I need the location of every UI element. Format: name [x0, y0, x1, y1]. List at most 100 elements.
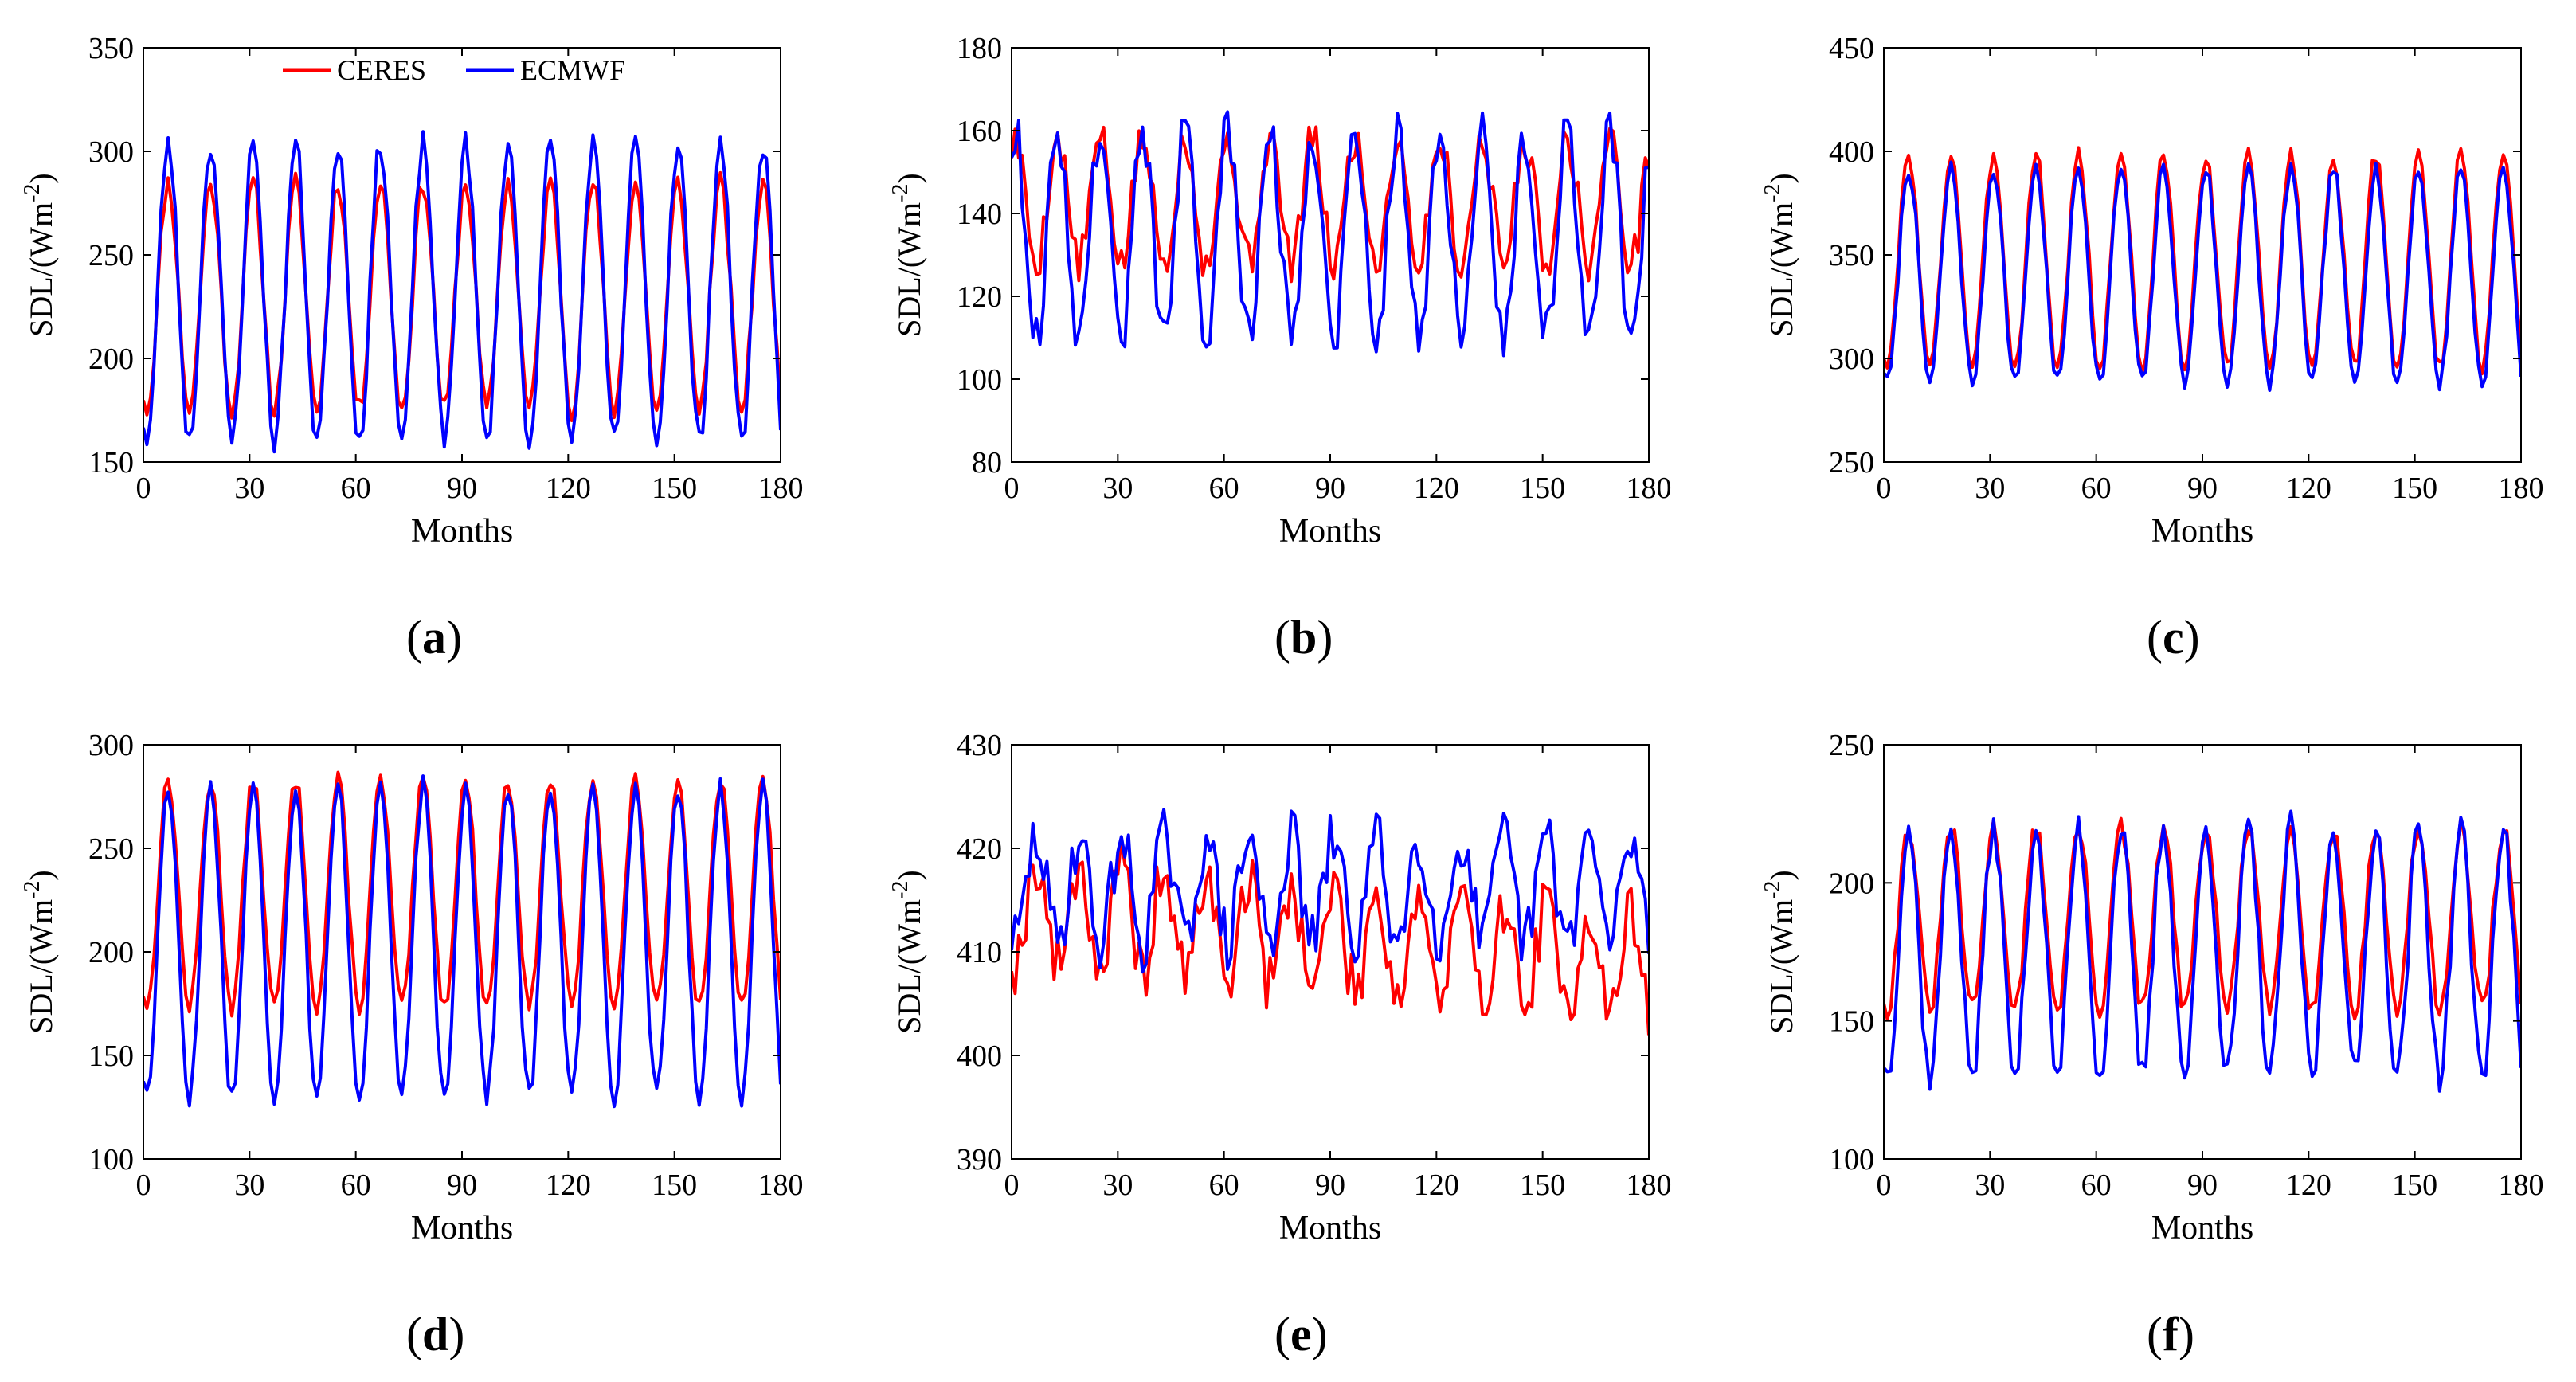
x-tick-label: 60 [341, 1169, 371, 1202]
y-tick-label: 80 [972, 446, 1002, 480]
y-tick-label: 160 [957, 115, 1002, 148]
legend-label-ceres: CERES [337, 54, 426, 86]
panel-label-f: (f) [2147, 1308, 2194, 1360]
y-axis-label: SDL/(Wm-2) [20, 870, 59, 1034]
series-line-ecmwf-e [1012, 808, 1649, 974]
y-tick-label: 350 [88, 32, 134, 65]
y-tick-label: 180 [957, 32, 1002, 65]
y-tick-label: 100 [957, 363, 1002, 397]
y-tick-label: 250 [1829, 729, 1874, 762]
x-axis-label: Months [1279, 513, 1381, 550]
panel-b: 0 30 60 90 120 150 180 80 100 120 140 160 180 Months S… [888, 32, 1672, 664]
y-tick-label: 400 [957, 1039, 1002, 1073]
x-tick-label: 90 [2187, 472, 2218, 505]
y-tick-label: 150 [88, 446, 134, 480]
y-tick-label: 250 [88, 832, 134, 866]
x-axis-label: Months [2151, 513, 2253, 550]
series-line-ecmwf-b [1012, 110, 1649, 358]
series-line-ecmwf-d [143, 774, 781, 1109]
y-tick-label: 200 [88, 343, 134, 376]
panel-c: 0 30 60 90 120 150 180 250 300 350 400 450 Months SDL… [1760, 32, 2544, 664]
x-tick-label: 150 [2392, 472, 2437, 505]
panel-f: 0 30 60 90 120 150 180 100 150 200 250 Months SDL/(W… [1760, 729, 2544, 1360]
panel-a: 0 30 60 90 120 150 180 150 200 250 300 350 Months SDL… [20, 32, 804, 664]
x-tick-label: 30 [234, 472, 264, 505]
y-tick-label: 430 [957, 729, 1002, 762]
x-tick-label: 120 [2286, 1169, 2331, 1202]
x-tick-label: 180 [2499, 1169, 2544, 1202]
y-tick-label: 200 [88, 936, 134, 969]
x-tick-label: 120 [2286, 472, 2331, 505]
y-tick-label: 350 [1829, 239, 1874, 272]
x-tick-label: 90 [447, 472, 477, 505]
x-tick-label: 90 [1315, 472, 1345, 505]
y-axis-label: SDL/(Wm-2) [888, 870, 927, 1034]
x-tick-label: 150 [1520, 1169, 1565, 1202]
series-line-ceres-c [1884, 146, 2521, 376]
x-tick-label: 30 [1102, 472, 1133, 505]
x-tick-label: 30 [1975, 1169, 2005, 1202]
y-tick-label: 410 [957, 936, 1002, 969]
x-tick-label: 30 [234, 1169, 264, 1202]
y-tick-label: 150 [1829, 1005, 1874, 1039]
x-tick-label: 0 [136, 472, 151, 505]
y-tick-label: 300 [1829, 343, 1874, 376]
y-axis-label: SDL/(Wm-2) [1760, 870, 1799, 1034]
y-tick-label: 150 [88, 1039, 134, 1073]
y-axis-label: SDL/(Wm-2) [20, 173, 59, 337]
x-tick-label: 120 [546, 472, 591, 505]
x-tick-label: 90 [1315, 1169, 1345, 1202]
panel-label-e: (e) [1274, 1308, 1328, 1360]
legend: CERES ECMWF [283, 54, 625, 86]
x-axis-label: Months [411, 513, 513, 550]
x-tick-label: 120 [1414, 472, 1459, 505]
y-tick-label: 300 [88, 135, 134, 169]
x-tick-label: 30 [1975, 472, 2005, 505]
series-line-ecmwf-a [143, 130, 781, 454]
x-axis-label: Months [1279, 1210, 1381, 1247]
y-tick-label: 250 [1829, 446, 1874, 480]
panel-d: 0 30 60 90 120 150 180 100 150 200 250 300 Months SDL… [20, 729, 804, 1360]
x-tick-label: 180 [758, 1169, 804, 1202]
series-line-ceres-d [143, 770, 781, 1018]
series-line-ceres-b [1012, 125, 1649, 284]
x-tick-label: 0 [1877, 1169, 1892, 1202]
x-tick-label: 60 [1209, 472, 1239, 505]
x-tick-label: 180 [1627, 472, 1672, 505]
y-axis-label: SDL/(Wm-2) [888, 173, 927, 337]
x-tick-label: 180 [2499, 472, 2544, 505]
x-tick-label: 180 [1627, 1169, 1672, 1202]
x-tick-label: 150 [652, 472, 697, 505]
x-tick-label: 30 [1102, 1169, 1133, 1202]
series-line-ecmwf-f [1884, 809, 2521, 1093]
y-tick-label: 450 [1829, 32, 1874, 65]
x-tick-label: 0 [1004, 472, 1020, 505]
series-line-ceres-e [1012, 837, 1649, 1036]
panel-label-b: (b) [1274, 611, 1333, 664]
x-tick-label: 0 [1004, 1169, 1020, 1202]
panel-e: 0 30 60 90 120 150 180 390 400 410 420 430 Months SDL… [888, 729, 1672, 1360]
y-tick-label: 100 [88, 1143, 134, 1176]
y-tick-label: 100 [1829, 1143, 1874, 1176]
x-axis-label: Months [2151, 1210, 2253, 1247]
y-tick-label: 390 [957, 1143, 1002, 1176]
axes-frame-c [1883, 47, 2522, 463]
x-tick-label: 60 [1209, 1169, 1239, 1202]
x-tick-label: 180 [758, 472, 804, 505]
x-tick-label: 150 [2392, 1169, 2437, 1202]
x-axis-label: Months [411, 1210, 513, 1247]
x-tick-label: 150 [1520, 472, 1565, 505]
x-tick-label: 0 [136, 1169, 151, 1202]
y-tick-label: 250 [88, 239, 134, 272]
legend-label-ecmwf: ECMWF [520, 54, 625, 86]
x-tick-label: 120 [546, 1169, 591, 1202]
x-tick-label: 60 [2081, 1169, 2112, 1202]
y-tick-label: 300 [88, 729, 134, 762]
panel-label-a: (a) [406, 611, 462, 664]
panel-label-c: (c) [2147, 611, 2200, 664]
panel-label-d: (d) [406, 1308, 464, 1360]
y-tick-label: 120 [957, 280, 1002, 314]
x-tick-label: 120 [1414, 1169, 1459, 1202]
y-tick-label: 400 [1829, 135, 1874, 169]
